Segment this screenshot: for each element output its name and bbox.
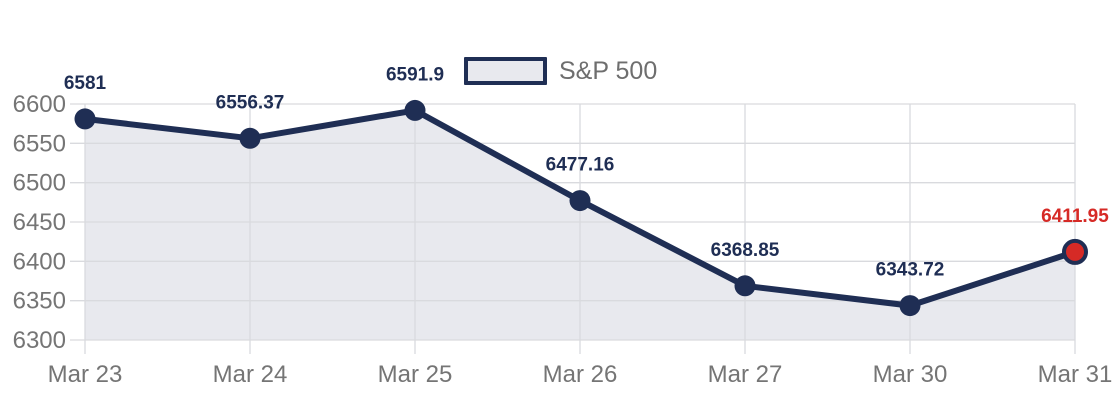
data-point[interactable] — [734, 275, 756, 297]
data-point[interactable] — [899, 295, 921, 317]
y-axis-tick-label: 6550 — [13, 130, 66, 157]
y-axis-tick-label: 6500 — [13, 170, 66, 197]
x-axis-tick-label: Mar 27 — [708, 361, 783, 388]
y-axis-tick-label: 6350 — [13, 288, 66, 315]
x-axis-tick-label: Mar 23 — [48, 361, 123, 388]
y-axis-tick-label: 6400 — [13, 248, 66, 275]
data-point-value-label: 6477.16 — [546, 155, 615, 176]
x-axis-tick-label: Mar 24 — [213, 361, 288, 388]
y-axis-tick-label: 6450 — [13, 209, 66, 236]
x-axis-tick-label: Mar 30 — [873, 361, 948, 388]
data-point-value-label: 6343.72 — [876, 260, 945, 281]
legend-swatch-icon — [464, 57, 547, 85]
data-point[interactable] — [74, 108, 96, 130]
x-axis-tick-label: Mar 25 — [378, 361, 453, 388]
y-axis-tick-label: 6600 — [13, 91, 66, 118]
x-axis-tick-label: Mar 26 — [543, 361, 618, 388]
legend[interactable]: S&P 500 — [464, 56, 657, 86]
data-point[interactable] — [239, 127, 261, 149]
data-point[interactable] — [404, 99, 426, 121]
y-axis-tick-label: 6300 — [13, 327, 66, 354]
data-point-last[interactable] — [1062, 238, 1088, 265]
legend-label: S&P 500 — [559, 57, 658, 85]
data-point-value-label-last: 6411.95 — [1041, 206, 1109, 227]
data-point-value-label: 6556.37 — [216, 92, 285, 113]
data-point[interactable] — [569, 190, 591, 212]
data-point-value-label: 6368.85 — [711, 240, 780, 261]
x-axis-tick-label: Mar 31 — [1038, 361, 1113, 388]
data-point-value-label: 6581 — [64, 73, 107, 94]
data-point-value-label: 6591.9 — [386, 64, 444, 85]
